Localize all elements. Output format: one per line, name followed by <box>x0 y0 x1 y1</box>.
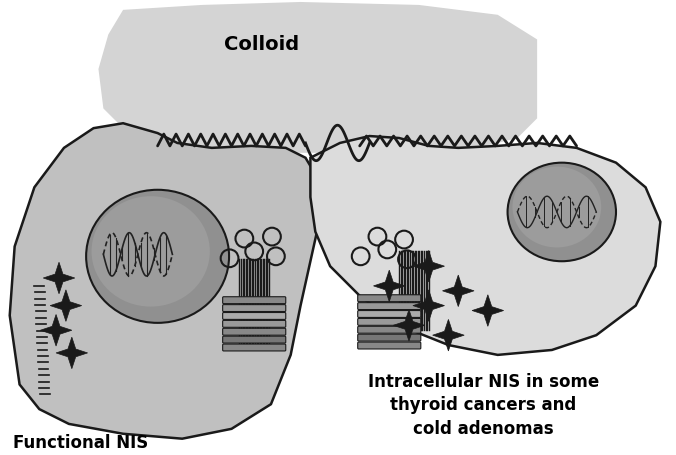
Polygon shape <box>413 250 444 282</box>
FancyBboxPatch shape <box>358 318 420 325</box>
Polygon shape <box>393 309 425 341</box>
Polygon shape <box>433 319 464 351</box>
FancyBboxPatch shape <box>222 297 286 303</box>
FancyBboxPatch shape <box>222 328 286 335</box>
Polygon shape <box>50 290 82 321</box>
Text: Functional NIS: Functional NIS <box>13 434 148 452</box>
FancyBboxPatch shape <box>222 304 286 312</box>
FancyBboxPatch shape <box>358 303 420 309</box>
FancyBboxPatch shape <box>358 326 420 333</box>
FancyBboxPatch shape <box>358 334 420 341</box>
Polygon shape <box>99 2 537 153</box>
Polygon shape <box>9 123 320 439</box>
Text: Colloid: Colloid <box>224 35 299 54</box>
FancyBboxPatch shape <box>222 313 286 319</box>
FancyBboxPatch shape <box>222 344 286 351</box>
Ellipse shape <box>91 196 210 307</box>
Polygon shape <box>56 337 88 369</box>
Polygon shape <box>443 275 474 307</box>
Polygon shape <box>41 314 72 346</box>
FancyBboxPatch shape <box>358 295 420 302</box>
Polygon shape <box>43 262 75 294</box>
FancyBboxPatch shape <box>358 342 420 349</box>
Polygon shape <box>373 270 405 302</box>
FancyBboxPatch shape <box>358 310 420 318</box>
Ellipse shape <box>86 190 229 323</box>
FancyBboxPatch shape <box>222 336 286 343</box>
Polygon shape <box>413 290 444 321</box>
Text: Intracellular NIS in some
thyroid cancers and
cold adenomas: Intracellular NIS in some thyroid cancer… <box>368 373 599 438</box>
Polygon shape <box>310 136 660 355</box>
Polygon shape <box>472 295 504 326</box>
FancyBboxPatch shape <box>222 320 286 327</box>
Ellipse shape <box>508 162 616 261</box>
Ellipse shape <box>512 167 601 248</box>
